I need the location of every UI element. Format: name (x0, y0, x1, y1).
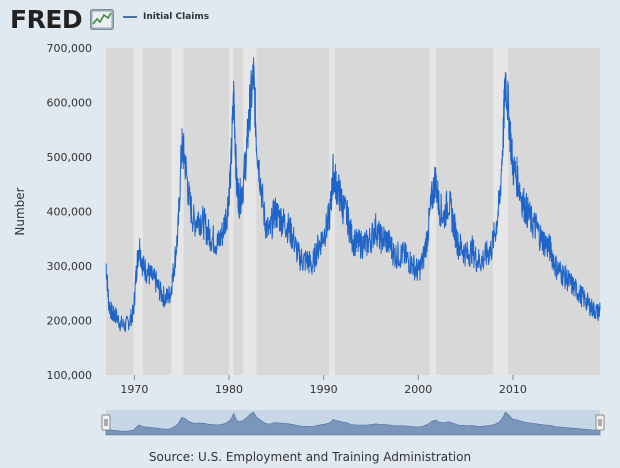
navigator-left-handle[interactable] (101, 414, 111, 431)
x-tick-label: 1980 (215, 383, 243, 396)
recession-band (429, 48, 437, 375)
x-tick-label: 1970 (120, 383, 148, 396)
y-tick-label: 600,000 (47, 97, 93, 110)
recession-band (229, 48, 234, 375)
recession-band (243, 48, 257, 375)
x-tick-label: 1990 (310, 383, 338, 396)
y-tick-label: 700,000 (47, 42, 93, 55)
recession-band (133, 48, 143, 375)
source-note: Source: U.S. Employment and Training Adm… (148, 450, 472, 464)
legend[interactable]: Initial Claims (123, 12, 209, 22)
y-tick-label: 300,000 (47, 260, 93, 273)
recession-band (171, 48, 184, 375)
recession-band (329, 48, 336, 375)
y-tick-label: 500,000 (47, 151, 93, 164)
legend-label: Initial Claims (143, 12, 210, 22)
navigator-series-area (105, 411, 601, 436)
legend-swatch (123, 16, 137, 18)
fred-logo[interactable]: FRED (10, 5, 83, 34)
y-tick-label: 400,000 (47, 206, 93, 219)
plot-area (106, 48, 600, 375)
y-tick-label: 100,000 (47, 369, 93, 382)
x-tick-label: 2000 (404, 383, 432, 396)
recession-band (493, 48, 509, 375)
navigator-right-handle[interactable] (595, 414, 605, 431)
series-line-initial-claims[interactable] (105, 57, 601, 333)
y-axis-title: Number (13, 187, 27, 235)
x-tick-label: 2010 (499, 383, 527, 396)
fred-chart-logo-icon (90, 9, 114, 30)
y-tick-label: 200,000 (47, 315, 93, 328)
